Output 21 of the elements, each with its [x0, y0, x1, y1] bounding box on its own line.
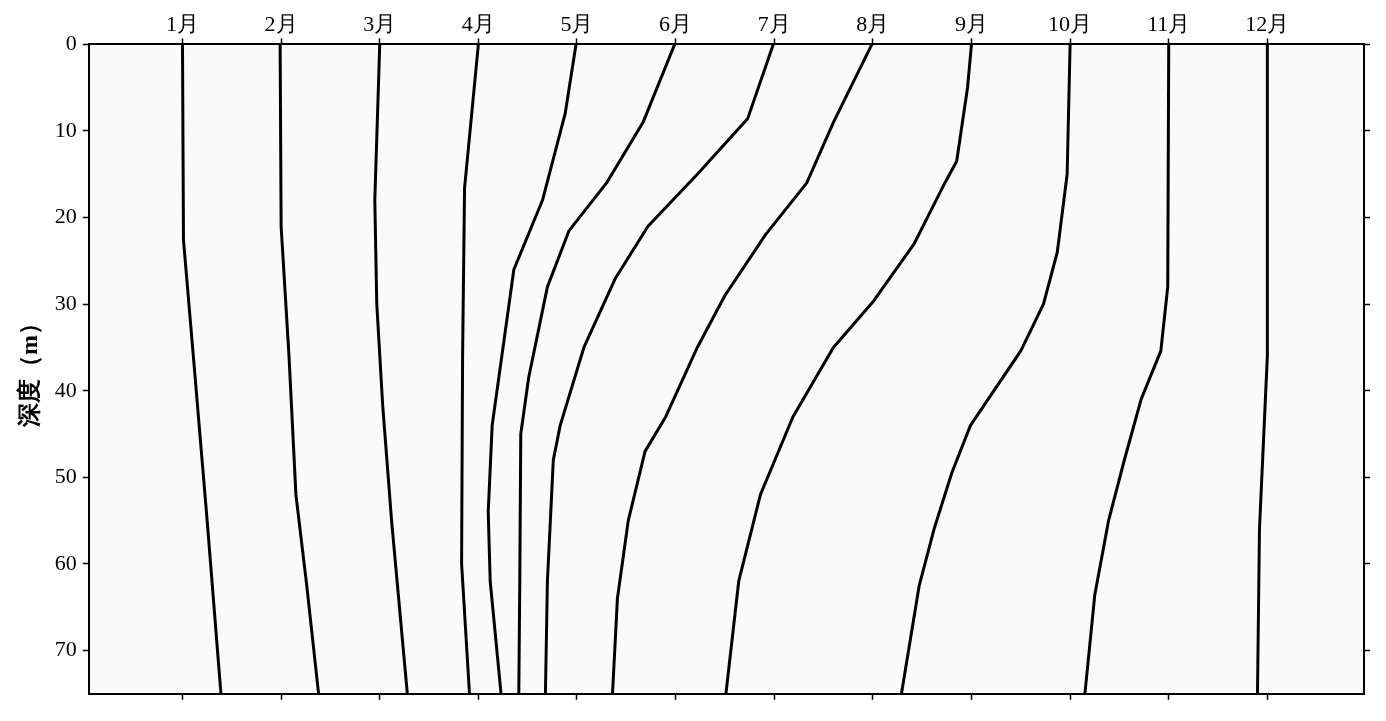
x-tick-label: 1月 [165, 10, 199, 36]
y-tick-label: 10 [54, 116, 77, 142]
x-tick-label: 3月 [363, 10, 397, 36]
x-tick-label: 7月 [757, 10, 791, 36]
x-tick-label: 10月 [1048, 10, 1093, 36]
y-tick-label: 20 [54, 203, 77, 229]
y-tick-label: 70 [54, 636, 77, 662]
x-tick-label: 5月 [560, 10, 594, 36]
x-tick-label: 2月 [264, 10, 298, 36]
x-tick-label: 6月 [659, 10, 693, 36]
y-axis-title: 深度（m） [15, 311, 42, 429]
x-tick-label: 11月 [1147, 10, 1191, 36]
y-tick-label: 50 [54, 463, 77, 489]
y-tick-label: 60 [54, 549, 77, 575]
y-tick-label: 40 [54, 376, 77, 402]
x-tick-label: 4月 [461, 10, 495, 36]
x-tick-label: 9月 [954, 10, 988, 36]
y-tick-label: 0 [65, 30, 77, 56]
x-tick-label: 12月 [1245, 10, 1290, 36]
x-tick-label: 8月 [856, 10, 890, 36]
y-tick-label: 30 [54, 289, 77, 315]
